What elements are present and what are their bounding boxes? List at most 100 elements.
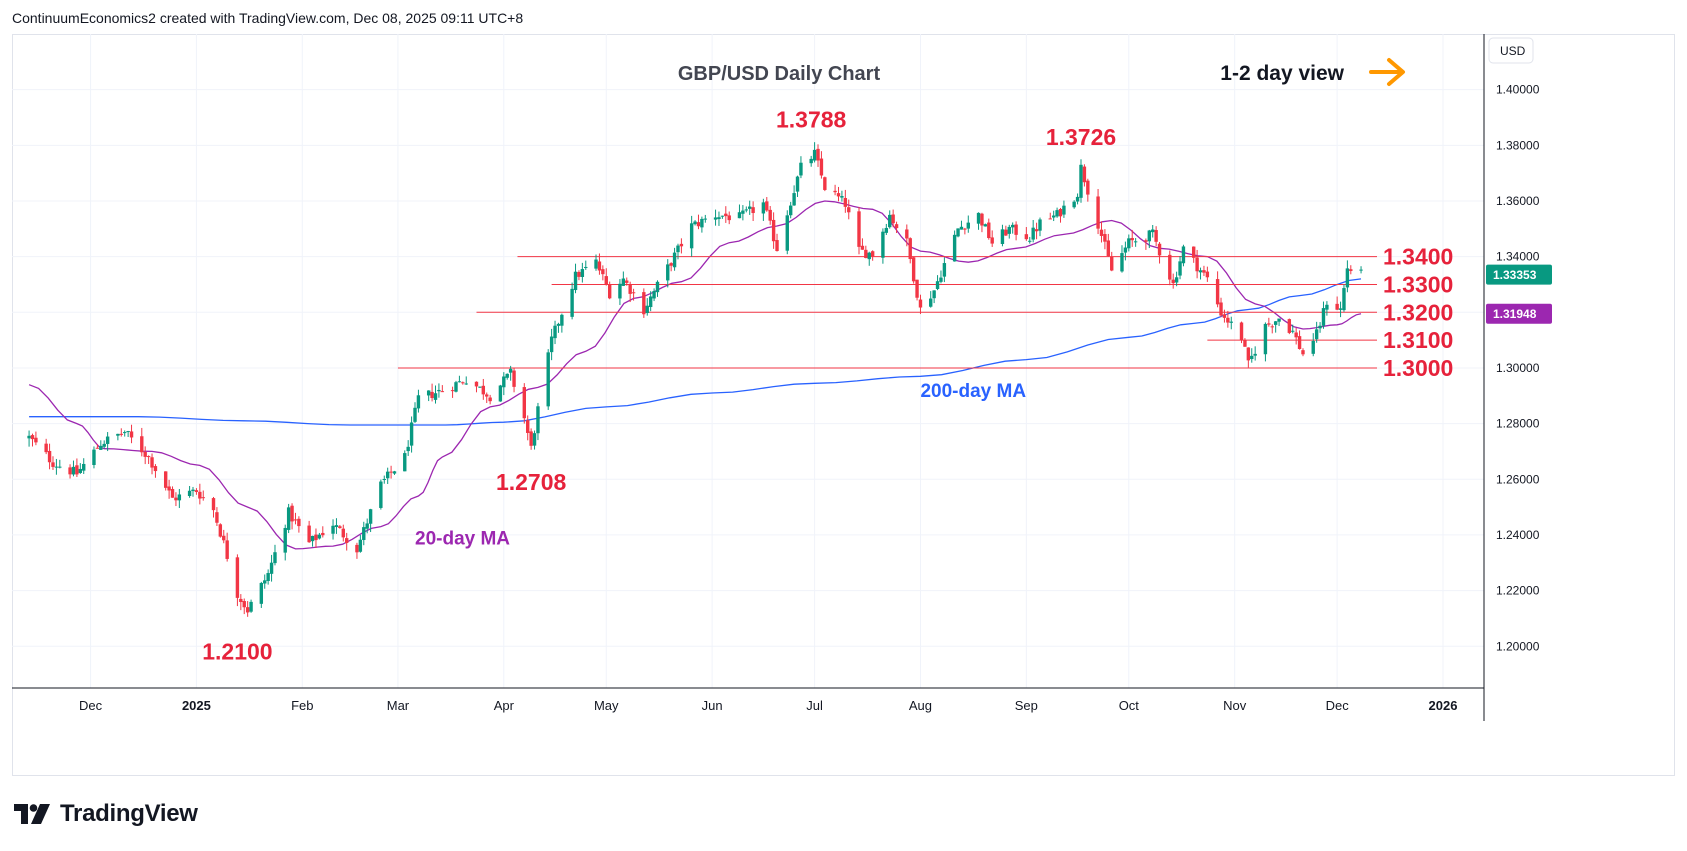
candle-body (365, 523, 369, 529)
candle-body (392, 471, 397, 474)
candle-body (785, 215, 789, 251)
candle-body (433, 393, 438, 400)
candle-body (1079, 164, 1083, 198)
candle-body (1301, 350, 1305, 355)
candle-body (693, 221, 697, 225)
candle-body (1007, 226, 1011, 234)
candle-body (140, 436, 144, 453)
candle-body (413, 407, 417, 422)
right-arrow-icon (1369, 58, 1405, 86)
candle-body (406, 446, 410, 452)
candle-body (987, 222, 991, 239)
candle-body (249, 601, 253, 612)
candle-body (485, 394, 489, 397)
candle-body (625, 280, 629, 283)
price-tick-label: 1.40000 (1496, 83, 1540, 97)
candle-body (293, 519, 298, 521)
candle-body (1014, 224, 1018, 235)
candle-body (1270, 326, 1274, 328)
level-label: 1.3200 (1383, 299, 1453, 325)
candle-body (167, 486, 171, 491)
price-tick-label: 1.36000 (1496, 194, 1540, 208)
candle-body (1267, 323, 1271, 325)
candle-body (990, 237, 994, 244)
candle-body (440, 391, 445, 393)
candle-body (1075, 196, 1080, 202)
candle-body (409, 422, 414, 446)
candle-body (457, 381, 462, 383)
candle-body (273, 552, 277, 564)
candle-body (334, 525, 339, 528)
tradingview-logo[interactable]: TradingView (14, 800, 198, 828)
candles-layer (27, 142, 1363, 617)
candle-body (1127, 238, 1131, 249)
candle-body (119, 433, 123, 435)
price-axis[interactable]: 1.400001.380001.360001.340001.320001.300… (1483, 34, 1552, 721)
candle-body (724, 213, 728, 217)
candle-body (597, 261, 602, 271)
candle-body (573, 271, 578, 291)
candle-body (215, 512, 219, 523)
candle-body (1086, 180, 1090, 195)
candle-body (621, 278, 626, 286)
candle-body (218, 524, 223, 537)
candle-body (556, 323, 561, 326)
candle-body (177, 494, 182, 501)
candle-body (942, 263, 947, 277)
candle-body (1191, 246, 1196, 258)
candle-body (522, 387, 526, 419)
candle-body (1004, 229, 1008, 236)
candle-body (481, 385, 486, 395)
candle-body (307, 525, 311, 543)
time-tick-label: Dec (79, 698, 103, 713)
ma200-line (29, 278, 1362, 426)
candle-body (245, 607, 250, 613)
candle-body (594, 259, 598, 269)
currency-box (1488, 37, 1534, 64)
candle-body (1154, 230, 1158, 242)
candle-body (512, 370, 516, 387)
candle-body (1314, 329, 1319, 340)
price-tick-label: 1.34000 (1496, 250, 1540, 264)
candle-body (908, 238, 912, 260)
candle-body (187, 490, 192, 497)
candle-body (1103, 234, 1107, 242)
candle-body (385, 471, 390, 479)
candle-body (560, 314, 564, 326)
candle-body (737, 212, 742, 219)
level-label: 1.3100 (1383, 327, 1453, 353)
candle-body (27, 435, 31, 439)
candle-body (1345, 268, 1350, 288)
candle-body (198, 491, 202, 499)
candle-body (1222, 314, 1227, 318)
chart-frame[interactable] (12, 34, 1675, 776)
price-badge (1486, 303, 1552, 324)
extreme-label: 1.2708 (496, 469, 567, 495)
candle-body (959, 226, 964, 230)
candle-body (116, 433, 120, 436)
candle-body (631, 292, 636, 294)
candle-body (1219, 302, 1223, 316)
candle-body (905, 229, 909, 239)
candle-body (382, 478, 386, 480)
candle-body (1000, 229, 1005, 245)
candle-body (242, 601, 246, 608)
candle-body (860, 245, 865, 250)
candle-body (331, 525, 335, 534)
candle-body (1133, 241, 1138, 243)
candle-body (795, 176, 800, 192)
candle-body (1147, 230, 1151, 242)
candlestick-chart[interactable]: GBP/USD Daily Chart 1-2 day view1.34001.3… (0, 0, 1687, 790)
candle-body (68, 467, 72, 475)
candle-body (1110, 256, 1114, 271)
candle-body (1130, 237, 1134, 241)
candle-body (584, 266, 588, 268)
candle-body (744, 209, 748, 211)
candle-body (1168, 254, 1172, 280)
candle-body (1174, 277, 1179, 283)
time-tick-label: Aug (909, 698, 932, 713)
candle-body (1246, 347, 1251, 361)
time-axis[interactable]: Dec 2025 Feb Mar Apr May Jun Jul Aug Sep Oct Nov Dec… (12, 687, 1484, 713)
level-label: 1.3400 (1383, 244, 1453, 270)
candle-body (505, 373, 509, 378)
